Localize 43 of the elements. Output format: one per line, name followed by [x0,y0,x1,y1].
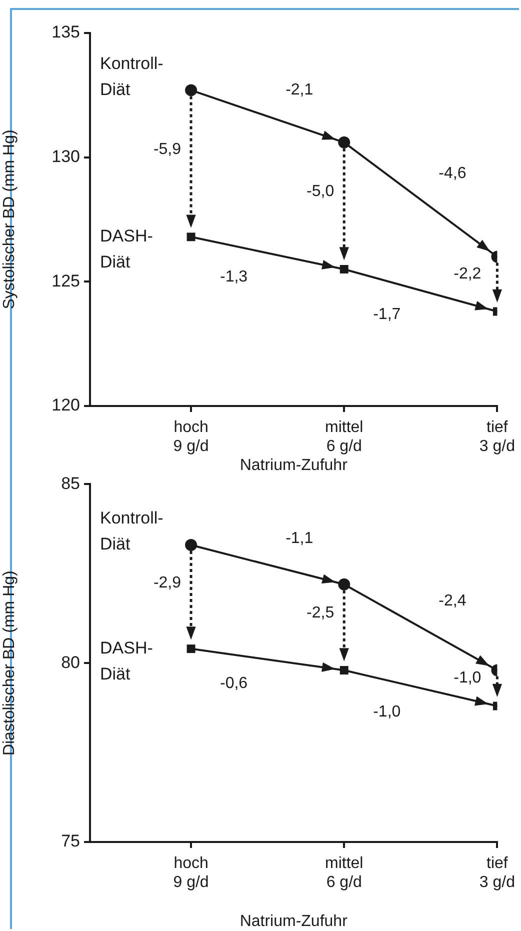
annotation: -2,5 [306,604,334,622]
y-tick-label: 135 [52,22,80,42]
text: DASH- Diät [100,226,153,272]
annotation: -2,9 [153,574,182,592]
annotation: -0,6 [220,674,248,692]
annotation: -2,1 [286,82,314,99]
annotation: -2,2 [454,266,482,283]
point [186,644,196,654]
y-tick-label: 125 [52,271,80,290]
point [340,666,348,674]
x-tick-label: hoch 9 g/d [173,855,209,892]
y-axis-title: Diastolischer BD (mm Hg) [1,570,18,756]
annotation: -5,9 [153,140,182,158]
point [186,232,196,242]
y-tick-label: 85 [61,474,80,493]
point [340,264,348,274]
annotation: -4,6 [438,165,466,182]
x-tick-label: mittel 6 g/d [325,419,364,456]
annotation: -1,7 [373,306,401,323]
x-tick-label: mittel 6 g/d [325,855,364,892]
annotation: -1,0 [373,704,401,721]
point [185,84,198,96]
y-tick-label: 75 [61,832,80,851]
y-tick-label: 120 [52,396,80,415]
series-label: Kontroll- Diät [100,54,164,99]
point [338,578,350,590]
annotation: -1,3 [220,268,248,286]
text: DASH- Diät [100,638,153,684]
x-tick-label: tief 3 g/d [479,419,516,456]
point [338,136,350,148]
x-tick-label: tief 3 g/d [479,855,516,892]
series-label: Kontroll- Diät [100,508,164,554]
annotation: -1,1 [286,530,314,548]
annotation: -1,0 [454,670,482,687]
y-axis-title: Systolischer BD (mm Hg) [1,130,18,310]
x-axis-title: Natrium-Zufuhr [240,456,348,474]
y-tick-label: 80 [61,652,80,672]
x-tick-label: hoch 9 g/d [173,419,209,456]
point [185,539,198,552]
y-tick-label: 130 [52,147,80,166]
annotation: -5,0 [306,183,334,200]
annotation: -2,4 [438,592,466,610]
x-axis-title: Natrium-Zufuhr [240,912,348,930]
